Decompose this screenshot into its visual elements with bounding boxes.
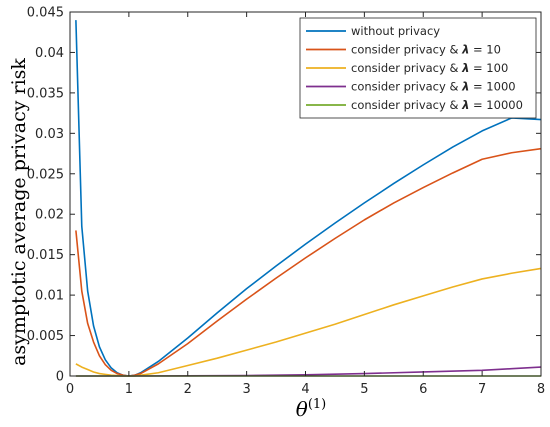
legend-label: consider privacy & λ = 10 bbox=[351, 43, 501, 57]
legend: without privacy consider privacy & λ = 10… bbox=[299, 17, 537, 119]
y-tick-label: 0.025 bbox=[27, 167, 64, 182]
y-tick-label: 0.04 bbox=[35, 46, 64, 61]
y-tick-label: 0.015 bbox=[27, 248, 64, 263]
legend-label: consider privacy & λ = 100 bbox=[351, 61, 508, 75]
y-tick-label: 0 bbox=[56, 370, 64, 385]
x-tick-label: 4 bbox=[301, 382, 309, 397]
series-line-1 bbox=[75, 20, 542, 377]
x-tick-label: 2 bbox=[184, 382, 192, 397]
legend-label: consider privacy & λ = 10000 bbox=[351, 98, 523, 112]
x-tick-label: 6 bbox=[419, 382, 427, 397]
series-line-3 bbox=[75, 267, 542, 377]
y-tick-label: 0.035 bbox=[27, 86, 64, 101]
y-tick-label: 0.005 bbox=[27, 329, 64, 344]
y-tick-label: 0.045 bbox=[27, 6, 64, 21]
x-tick-label: 0 bbox=[66, 382, 74, 397]
ticks-layer: 0 1 2 3 4 5 6 7 8 0 0.005 0.01 0.015 0.02 0.025 0.03 0.0… bbox=[27, 6, 545, 398]
legend-label: consider privacy & λ = 1000 bbox=[351, 80, 516, 94]
x-tick-label: 3 bbox=[242, 382, 250, 397]
y-axis-label: asymptotic average privacy risk bbox=[8, 58, 30, 366]
series-line-2 bbox=[75, 147, 542, 377]
x-tick-label: 1 bbox=[125, 382, 133, 397]
x-axis-label-superscript: (1) bbox=[308, 397, 326, 412]
x-tick-label: 5 bbox=[360, 382, 368, 397]
x-tick-label: 8 bbox=[537, 382, 545, 397]
x-axis-label-main: θ bbox=[296, 397, 308, 421]
y-tick-label: 0.03 bbox=[35, 127, 64, 142]
legend-label: without privacy bbox=[351, 24, 440, 38]
y-tick-label: 0.01 bbox=[35, 289, 64, 304]
x-axis-label: θ(1) bbox=[296, 397, 326, 421]
plot-frame bbox=[69, 11, 542, 377]
x-tick-label: 7 bbox=[478, 382, 486, 397]
y-tick-label: 0.02 bbox=[35, 208, 64, 223]
